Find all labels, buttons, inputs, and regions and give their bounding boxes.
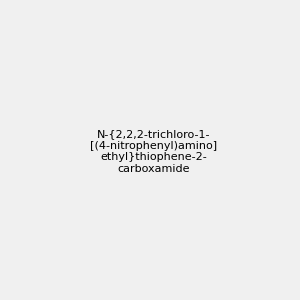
Text: N-{2,2,2-trichloro-1-
[(4-nitrophenyl)amino]
ethyl}thiophene-2-
carboxamide: N-{2,2,2-trichloro-1- [(4-nitrophenyl)am… [90,129,217,174]
